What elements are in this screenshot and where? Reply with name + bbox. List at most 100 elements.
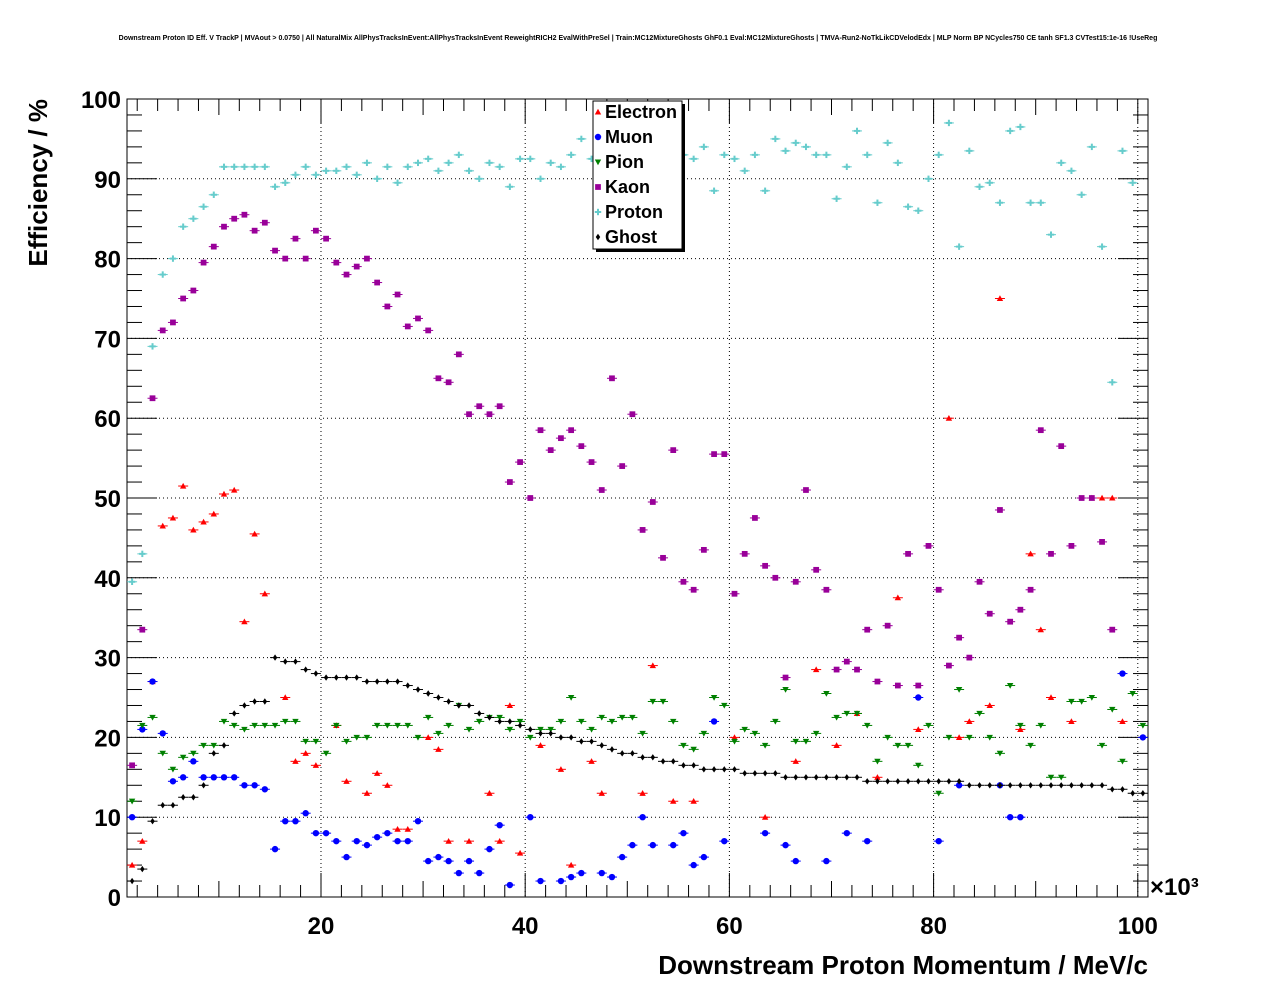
data-point-ghost (630, 750, 635, 757)
data-point-kaon (394, 291, 401, 298)
data-point-electron (128, 861, 136, 868)
data-point-proton (567, 151, 575, 159)
data-point-pion (700, 730, 708, 737)
data-point-muon (1139, 734, 1147, 741)
data-point-ghost (201, 782, 206, 789)
data-point-muon (506, 881, 514, 889)
data-point-proton (261, 163, 269, 171)
legend-marker-kaon (595, 184, 601, 190)
data-point-kaon (843, 658, 850, 665)
data-point-electron (445, 837, 452, 844)
data-point-pion (608, 718, 616, 725)
data-point-electron (435, 746, 442, 752)
data-point-pion (670, 718, 677, 725)
data-point-proton (159, 271, 166, 278)
data-point-muon (618, 853, 626, 861)
data-point-kaon (1017, 606, 1024, 613)
data-point-muon (1119, 670, 1126, 677)
data-point-ghost (650, 754, 656, 761)
data-point-electron (588, 758, 595, 764)
data-point-pion (751, 730, 759, 737)
data-point-muon (843, 829, 851, 837)
legend-label-kaon: Kaon (605, 177, 650, 197)
data-point-pion (680, 742, 687, 749)
data-point-ghost (129, 877, 135, 885)
data-point-ghost (507, 718, 513, 725)
data-point-ghost (1069, 782, 1074, 789)
data-point-electron (251, 530, 258, 537)
data-point-ghost (1110, 786, 1115, 793)
data-point-proton (925, 175, 932, 182)
data-point-pion (588, 726, 595, 733)
data-point-electron (179, 482, 187, 489)
data-point-proton (721, 151, 728, 159)
data-point-ghost (272, 654, 278, 661)
data-point-kaon (568, 427, 575, 434)
data-point-kaon (782, 674, 789, 681)
legend-marker-proton (594, 208, 602, 216)
data-point-electron (1119, 718, 1126, 724)
data-point-pion (557, 718, 565, 725)
data-point-kaon (517, 459, 523, 465)
data-point-muon (629, 841, 636, 849)
data-point-proton (394, 179, 401, 186)
data-point-electron (557, 766, 565, 772)
data-point-muon (537, 877, 544, 885)
data-point-proton (1129, 179, 1136, 186)
data-point-ghost (885, 778, 890, 785)
data-point-ghost (609, 746, 615, 753)
data-point-ghost (875, 778, 880, 785)
data-point-pion (1078, 698, 1085, 705)
y-tick-label: 70 (94, 326, 121, 353)
data-point-ghost (558, 734, 564, 741)
data-point-ghost (405, 682, 411, 689)
data-point-proton (231, 163, 238, 171)
data-point-pion (578, 718, 585, 725)
data-point-kaon (905, 550, 911, 557)
data-point-proton (1119, 147, 1126, 155)
data-point-proton (445, 159, 452, 167)
data-point-pion (772, 718, 779, 725)
data-point-kaon (864, 626, 871, 633)
series-muon (127, 670, 1148, 889)
data-point-pion (1129, 690, 1136, 697)
data-point-pion (629, 714, 636, 721)
data-point-proton (169, 255, 177, 262)
data-point-proton (1109, 379, 1116, 386)
data-point-proton (557, 163, 565, 171)
series-kaon (127, 211, 1118, 769)
data-point-ghost (1018, 782, 1023, 789)
data-point-electron (506, 702, 514, 709)
data-point-proton (496, 163, 503, 171)
data-point-kaon (894, 682, 901, 689)
data-point-pion (925, 722, 932, 729)
data-point-pion (1139, 722, 1147, 729)
data-point-ghost (528, 726, 533, 733)
y-tick-label: 0 (108, 885, 121, 912)
data-point-proton (874, 199, 881, 206)
data-point-kaon (772, 574, 779, 581)
data-point-ghost (793, 774, 798, 781)
data-point-kaon (935, 586, 942, 593)
data-point-proton (690, 155, 697, 163)
data-point-ghost (293, 658, 298, 665)
data-point-proton (302, 163, 309, 171)
data-point-electron (312, 762, 320, 768)
data-point-ghost (864, 778, 870, 785)
data-point-pion (333, 722, 340, 729)
data-point-kaon (854, 666, 860, 673)
data-point-proton (200, 203, 207, 210)
data-point-pion (292, 718, 299, 725)
series-pion (127, 682, 1148, 805)
data-point-kaon (364, 255, 370, 262)
data-point-kaon (711, 451, 717, 457)
data-point-electron (486, 790, 493, 796)
data-point-proton (404, 163, 411, 171)
data-point-electron (516, 849, 524, 856)
data-point-electron (1068, 718, 1075, 724)
data-point-ghost (180, 794, 186, 801)
data-point-electron (812, 666, 820, 673)
data-point-kaon (506, 479, 513, 485)
data-point-proton (333, 167, 340, 175)
data-point-pion (139, 722, 146, 729)
